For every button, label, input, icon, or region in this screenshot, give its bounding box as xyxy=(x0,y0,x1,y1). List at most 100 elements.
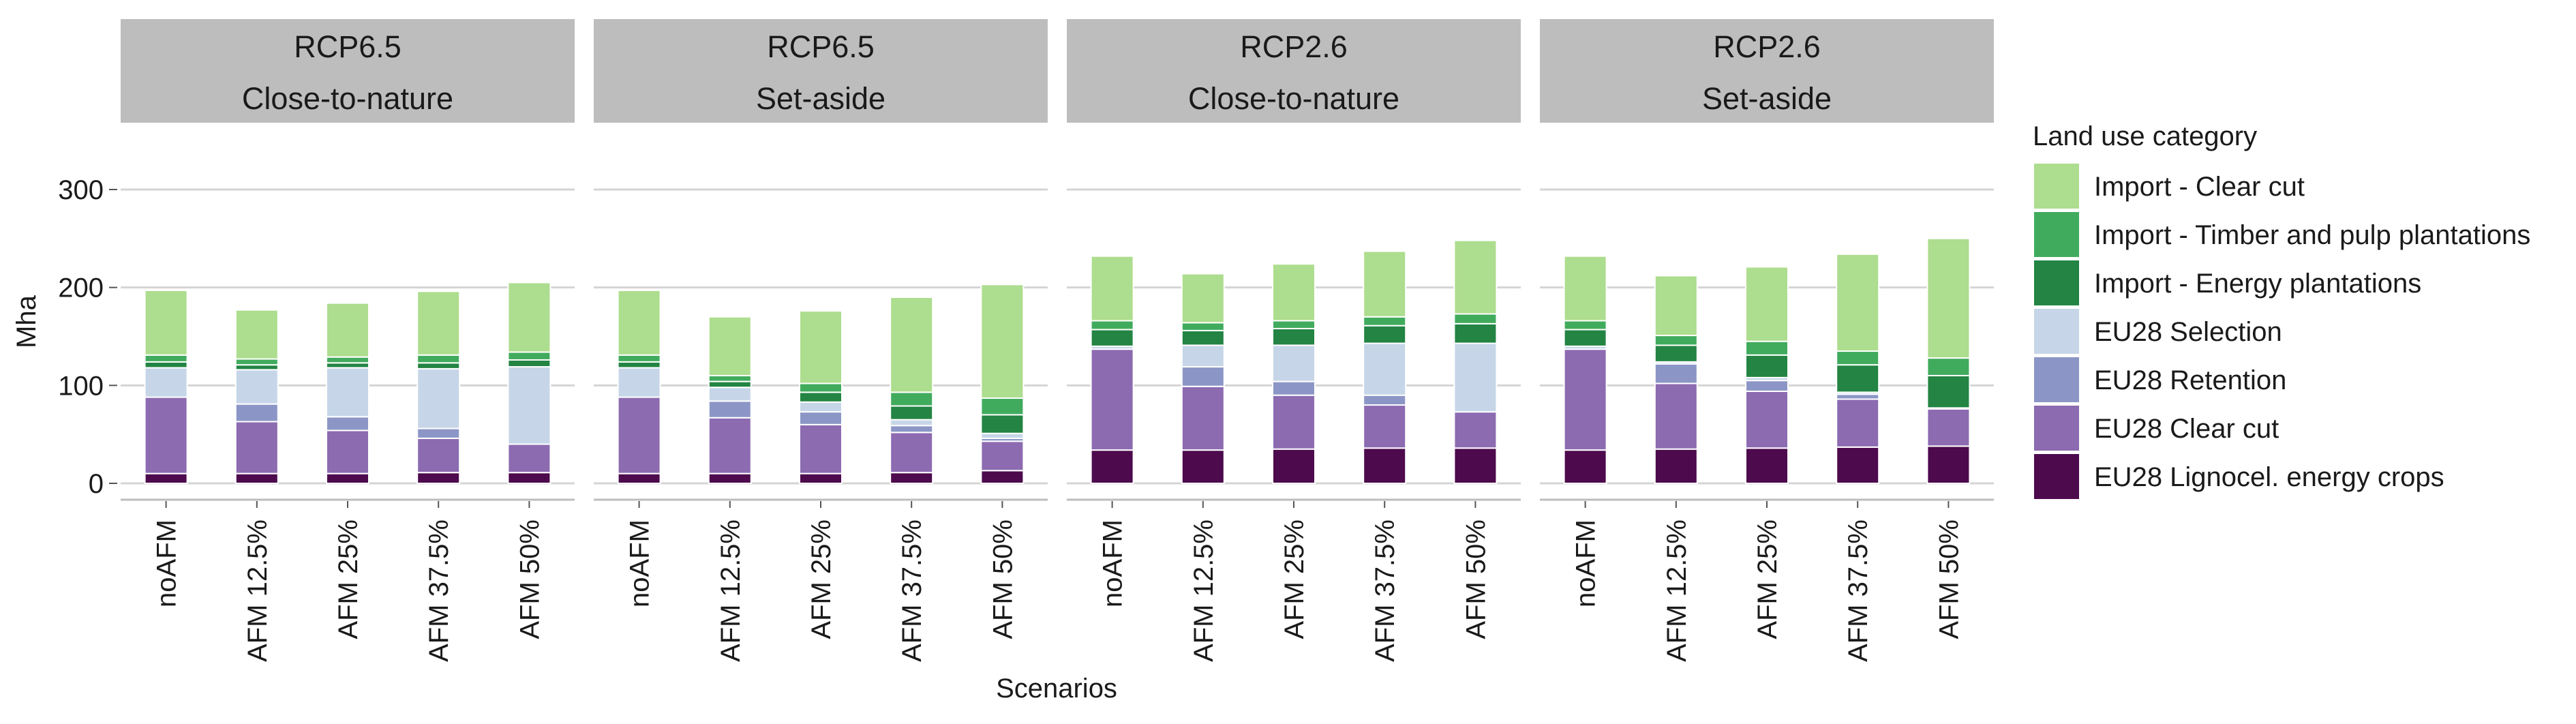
x-tick-label: AFM 12.5% xyxy=(1189,519,1219,662)
bar-segment xyxy=(799,401,843,413)
x-tick-label: AFM 37.5% xyxy=(897,519,927,662)
bar-segment xyxy=(326,356,369,364)
bar-segment xyxy=(1272,263,1316,322)
x-tick-label: AFM 25% xyxy=(806,519,836,639)
bar-segment xyxy=(1926,445,1971,485)
x-tick-label: AFM 37.5% xyxy=(1370,519,1400,662)
bar-segment xyxy=(1836,393,1880,400)
y-tick-label: 300 xyxy=(58,175,104,205)
x-tick-label: noAFM xyxy=(152,519,182,607)
legend-item-label: EU28 Clear cut xyxy=(2094,414,2279,444)
bar-segment xyxy=(1926,357,1971,376)
bar-segment xyxy=(1745,354,1789,378)
bar-segment xyxy=(1836,364,1880,393)
facet-strip xyxy=(1540,19,1994,123)
bar-segment xyxy=(1453,322,1498,344)
bar-segment xyxy=(708,387,752,402)
bar-segment xyxy=(617,367,661,398)
bar-segment xyxy=(326,429,369,474)
bar-segment xyxy=(144,396,188,474)
x-tick-label: AFM 50% xyxy=(1934,519,1964,639)
legend-item-label: EU28 Retention xyxy=(2094,365,2286,395)
bar-segment xyxy=(980,284,1025,399)
bar-segment xyxy=(1272,344,1316,382)
bar-segment xyxy=(799,382,843,393)
bar-segment xyxy=(1453,411,1498,449)
bar-segment xyxy=(1272,380,1316,396)
bar-segment xyxy=(1654,363,1698,384)
bar-segment xyxy=(1181,344,1225,368)
bar-segment xyxy=(416,367,461,429)
legend-swatch xyxy=(2033,356,2080,404)
bar-segment xyxy=(1654,382,1698,450)
bar-segment xyxy=(1563,255,1607,322)
legend-item-label: EU28 Lignocel. energy crops xyxy=(2094,462,2444,492)
bar-segment xyxy=(1563,449,1607,484)
legend-title: Land use category xyxy=(2033,121,2257,151)
bar-segment xyxy=(1453,447,1498,485)
bar-segment xyxy=(1453,239,1498,315)
bar-segment xyxy=(1745,340,1789,356)
bar-segment xyxy=(708,417,752,474)
bar-segment xyxy=(326,472,369,485)
x-tick-label: AFM 12.5% xyxy=(243,519,273,662)
bar-segment xyxy=(617,289,661,356)
facet-strip xyxy=(1067,19,1521,123)
bar-segment xyxy=(1654,344,1698,363)
bar-segment xyxy=(144,367,188,398)
bar-segment xyxy=(1654,275,1698,337)
bar-segment xyxy=(144,472,188,485)
bar-segment xyxy=(1836,253,1880,352)
y-axis-title: Mha xyxy=(12,295,42,348)
facet-strip-label: Close-to-nature xyxy=(242,81,453,116)
bar-segment xyxy=(507,351,551,361)
bar-segment xyxy=(234,369,279,405)
bar-segment xyxy=(1926,408,1971,447)
bar-segment xyxy=(326,362,369,369)
panels-layer: RCP6.5 Close-to-nature noAFM AFM 12.5% AFM 2… xyxy=(121,19,1994,662)
bar-segment xyxy=(234,472,279,485)
bar-segment xyxy=(234,358,279,366)
facet-strip-label: RCP6.5 xyxy=(767,29,875,64)
bar-segment xyxy=(416,290,461,356)
bar-segment xyxy=(416,362,461,369)
bar-segment xyxy=(1272,328,1316,346)
bar-segment xyxy=(1181,322,1225,331)
bar-segment xyxy=(1090,348,1134,451)
bar-segment xyxy=(708,316,752,376)
bar-segment xyxy=(1181,385,1225,451)
legend-swatch xyxy=(2033,211,2080,258)
bar-segment xyxy=(234,421,279,474)
bar-segment xyxy=(1926,374,1971,409)
bar-segment xyxy=(617,361,661,369)
x-tick-label: noAFM xyxy=(1571,519,1601,607)
bar-segment xyxy=(1363,325,1407,344)
bar-segment xyxy=(980,397,1025,416)
bar-segment xyxy=(799,411,843,425)
legend-item-label: EU28 Selection xyxy=(2094,317,2282,347)
bar-segment xyxy=(890,419,934,427)
bar-segment xyxy=(1090,449,1134,484)
bar-segment xyxy=(708,472,752,485)
legend-swatch xyxy=(2033,307,2080,355)
bar-segment xyxy=(890,425,934,434)
x-tick-label: AFM 50% xyxy=(1461,519,1491,639)
bar-segment xyxy=(1836,350,1880,366)
x-tick-label: AFM 12.5% xyxy=(716,519,746,662)
bar-segment xyxy=(708,374,752,382)
bar-segment xyxy=(507,472,551,484)
bar-segment xyxy=(1363,394,1407,406)
bar-segment xyxy=(416,427,461,439)
x-tick-label: AFM 25% xyxy=(333,519,363,639)
x-tick-label: AFM 25% xyxy=(1753,519,1783,639)
x-tick-label: noAFM xyxy=(1098,519,1128,607)
bar-segment xyxy=(1090,329,1134,347)
bar-segment xyxy=(1563,329,1607,347)
facet-strip-label: Set-aside xyxy=(756,81,885,116)
bar-segment xyxy=(1363,250,1407,318)
facet-panel: RCP2.6 Close-to-nature noAFM AFM 12.5% AFM 2… xyxy=(1067,19,1521,662)
y-axis: Mha 0 100 200 300 xyxy=(12,175,117,499)
bar-segment xyxy=(234,364,279,371)
bar-segment xyxy=(890,432,934,474)
facet-strip xyxy=(121,19,575,123)
